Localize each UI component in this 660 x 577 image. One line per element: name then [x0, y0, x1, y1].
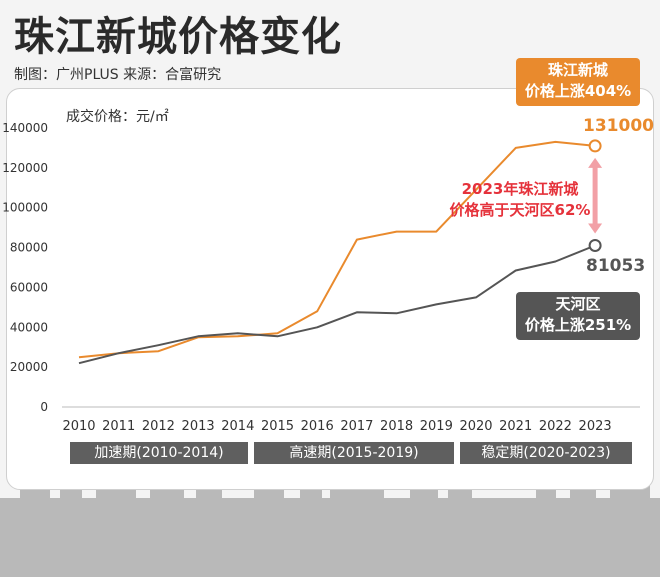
y-tick-label: 100000 — [2, 201, 48, 215]
x-tick-label: 2010 — [62, 419, 95, 434]
x-tick-label: 2023 — [579, 419, 612, 434]
period-label-stable: 稳定期(2020-2023) — [460, 442, 632, 464]
x-tick-label: 2012 — [142, 419, 175, 434]
comparison-arrow-head-down — [588, 223, 603, 234]
y-tick-label: 80000 — [10, 241, 48, 255]
x-tick-label: 2018 — [380, 419, 413, 434]
callout-zhujiang: 珠江新城 价格上涨404% — [516, 58, 640, 106]
x-tick-label: 2019 — [420, 419, 453, 434]
comparison-arrow-head-up — [588, 157, 603, 168]
series-line-zhujiang — [78, 140, 596, 359]
x-tick-label: 2011 — [102, 419, 135, 434]
end-value-zhujiang: 131000 — [583, 116, 654, 136]
y-tick-label: 140000 — [2, 121, 48, 135]
x-tick-label: 2022 — [539, 419, 572, 434]
y-tick-label: 20000 — [10, 360, 48, 374]
y-tick-label: 60000 — [10, 280, 48, 294]
callout-zhujiang-text: 价格上涨404% — [524, 82, 632, 100]
x-tick-label: 2021 — [499, 419, 532, 434]
y-tick-label: 120000 — [2, 161, 48, 175]
x-tick-label: 2017 — [340, 419, 373, 434]
callout-tianhe-text: 价格上涨251% — [524, 316, 632, 334]
period-label-acceleration: 加速期(2010-2014) — [70, 442, 248, 464]
period-label-high-speed: 高速期(2015-2019) — [254, 442, 454, 464]
x-tick-label: 2013 — [182, 419, 215, 434]
end-marker-tianhe — [588, 238, 602, 252]
series-line-tianhe — [78, 244, 596, 365]
callout-tianhe-name: 天河区 — [555, 295, 601, 313]
x-tick-label: 2020 — [459, 419, 492, 434]
x-tick-label: 2015 — [261, 419, 294, 434]
page-title: 珠江新城价格变化 — [14, 14, 342, 60]
callout-tianhe: 天河区 价格上涨251% — [516, 292, 640, 340]
comparison-note-line1: 2023年珠江新城 — [461, 180, 579, 198]
y-axis-label: 成交价格：元/㎡ — [66, 109, 169, 125]
x-tick-label: 2016 — [301, 419, 334, 434]
y-tick-label: 0 — [40, 400, 48, 414]
y-tick-label: 40000 — [10, 320, 48, 334]
comparison-note-line2: 价格高于天河区62% — [449, 201, 591, 219]
end-marker-zhujiang — [588, 139, 602, 153]
page-subtitle: 制图：广州PLUS 来源：合富研究 — [14, 67, 222, 83]
x-tick-label: 2014 — [221, 419, 254, 434]
end-value-tianhe: 81053 — [586, 256, 646, 276]
callout-zhujiang-name: 珠江新城 — [547, 61, 608, 79]
